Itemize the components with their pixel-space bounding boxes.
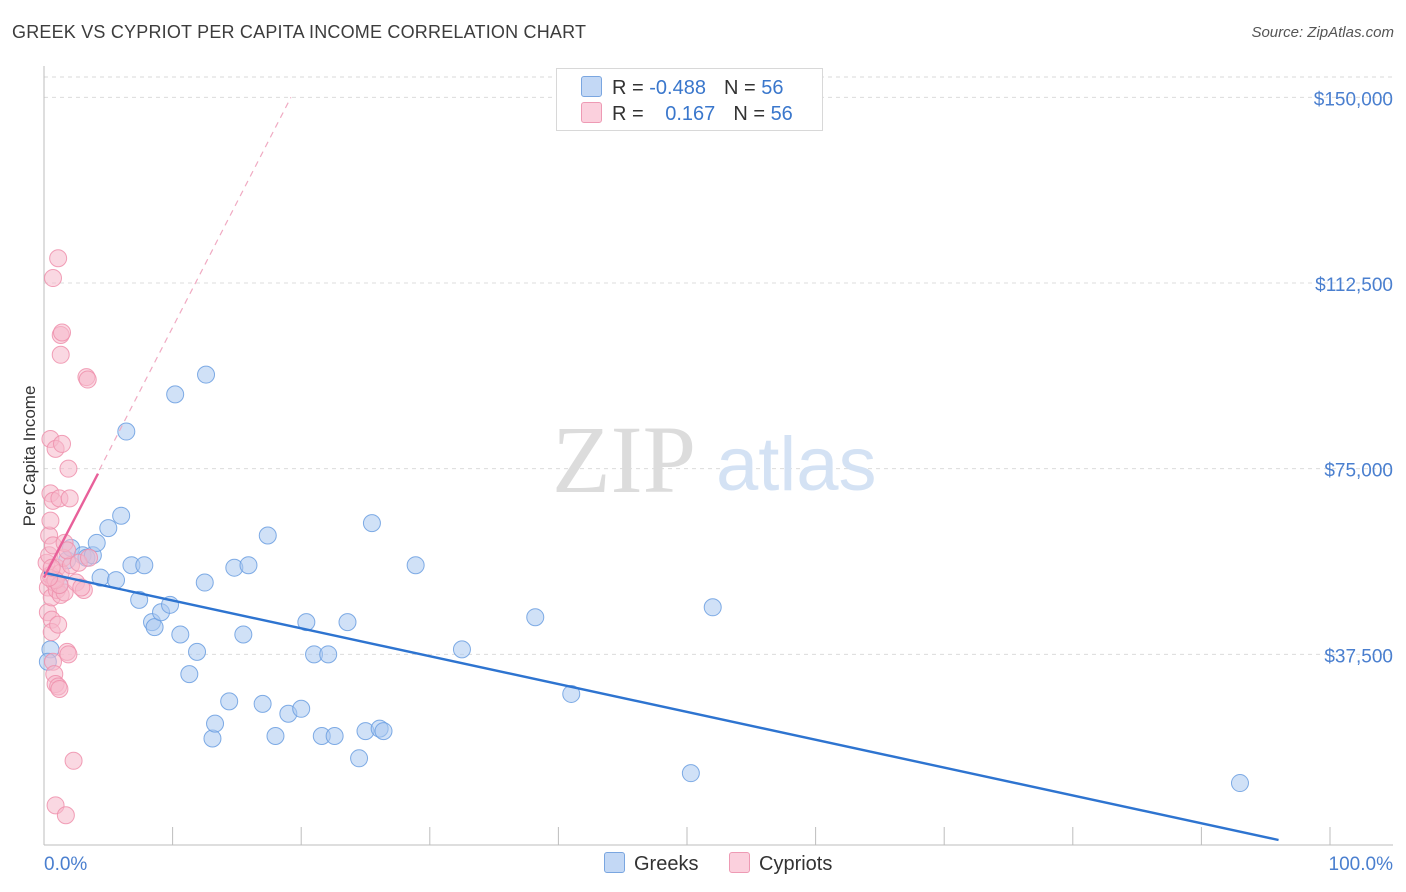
y-tick-label: $112,500 bbox=[1315, 275, 1393, 296]
legend-row-cypriots: R = 0.167 N = 56 bbox=[581, 102, 793, 126]
bottom-legend-greeks: Greeks bbox=[604, 852, 698, 876]
watermark: ZIP atlas bbox=[552, 406, 877, 513]
data-point-greeks bbox=[350, 749, 369, 768]
data-point-greeks bbox=[180, 665, 199, 684]
data-point-greeks bbox=[112, 506, 131, 525]
data-point-greeks bbox=[319, 645, 338, 664]
data-point-cypriots bbox=[50, 679, 69, 698]
legend-swatch-cypriots bbox=[581, 102, 602, 123]
data-point-greeks bbox=[406, 556, 425, 575]
trend-line-greeks bbox=[43, 571, 1279, 842]
data-point-greeks bbox=[562, 684, 581, 703]
data-point-greeks bbox=[188, 642, 207, 661]
data-point-cypriots bbox=[64, 751, 83, 770]
legend-swatch-greeks bbox=[581, 76, 602, 97]
data-point-greeks bbox=[362, 514, 381, 533]
bottom-legend-label: Greeks bbox=[634, 853, 699, 875]
x-tick-label: 0.0% bbox=[44, 854, 87, 875]
data-point-cypriots bbox=[60, 489, 79, 508]
legend-r-label: R = bbox=[612, 103, 650, 125]
data-point-greeks bbox=[197, 365, 216, 384]
chart-title: GREEK VS CYPRIOT PER CAPITA INCOME CORRE… bbox=[12, 22, 587, 42]
correlation-legend: R = -0.488 N = 56 R = 0.167 N = 56 bbox=[556, 68, 823, 131]
data-point-greeks bbox=[135, 556, 154, 575]
data-point-cypriots bbox=[49, 615, 68, 634]
data-point-cypriots bbox=[53, 434, 72, 453]
y-tick-label: $75,000 bbox=[1324, 461, 1393, 482]
legend-row-greeks: R = -0.488 N = 56 bbox=[581, 76, 783, 100]
data-point-greeks bbox=[99, 519, 118, 538]
bottom-legend-swatch-cypriots bbox=[729, 852, 750, 873]
data-point-greeks bbox=[195, 573, 214, 592]
source-label: Source: ZipAtlas.com bbox=[1251, 24, 1394, 41]
data-point-greeks bbox=[325, 727, 344, 746]
axis-layer: $37,500 $75,000 $112,500 $150,000 0.0% 100.0% bbox=[43, 66, 1394, 875]
data-point-greeks bbox=[266, 727, 285, 746]
legend-n-label: N = bbox=[733, 103, 771, 125]
data-point-greeks bbox=[166, 385, 185, 404]
data-point-greeks bbox=[171, 625, 190, 644]
x-tick-label: 100.0% bbox=[1329, 854, 1394, 875]
watermark-zip: ZIP bbox=[552, 406, 696, 513]
y-tick-label: $37,500 bbox=[1324, 646, 1393, 667]
legend-n-value: 56 bbox=[761, 77, 784, 99]
data-point-greeks bbox=[526, 608, 545, 627]
data-point-greeks bbox=[145, 618, 164, 637]
data-point-cypriots bbox=[44, 269, 63, 288]
legend-r-label: R = bbox=[612, 77, 650, 99]
data-point-greeks bbox=[292, 699, 311, 718]
legend-r-value: -0.488 bbox=[649, 77, 706, 99]
points-layer bbox=[37, 249, 1249, 825]
data-point-cypriots bbox=[51, 345, 70, 364]
y-axis-label: Per Capita Income bbox=[20, 386, 39, 527]
data-point-greeks bbox=[87, 533, 106, 552]
data-point-cypriots bbox=[53, 323, 72, 342]
data-point-greeks bbox=[130, 590, 149, 609]
data-point-cypriots bbox=[56, 806, 75, 825]
data-point-greeks bbox=[117, 422, 136, 441]
data-point-cypriots bbox=[49, 249, 68, 268]
data-point-cypriots bbox=[59, 645, 78, 664]
trend-layer bbox=[42, 97, 1279, 842]
legend-n-value: 56 bbox=[770, 103, 793, 125]
data-point-cypriots bbox=[41, 511, 60, 530]
bottom-legend-swatch-greeks bbox=[604, 852, 625, 873]
data-point-greeks bbox=[681, 764, 700, 783]
data-point-greeks bbox=[1230, 774, 1249, 793]
data-point-greeks bbox=[374, 722, 393, 741]
data-point-cypriots bbox=[78, 370, 97, 389]
bottom-legend-label: Cypriots bbox=[759, 853, 833, 875]
data-point-cypriots bbox=[80, 548, 99, 567]
data-point-cypriots bbox=[59, 459, 78, 478]
y-tick-label: $150,000 bbox=[1314, 89, 1393, 110]
data-point-greeks bbox=[203, 729, 222, 748]
legend-n-label: N = bbox=[723, 77, 762, 99]
data-point-greeks bbox=[258, 526, 277, 545]
trend-line-cypriots bbox=[42, 473, 100, 579]
watermark-atlas: atlas bbox=[716, 422, 877, 507]
data-point-greeks bbox=[239, 556, 258, 575]
data-point-greeks bbox=[338, 613, 357, 632]
data-point-greeks bbox=[452, 640, 471, 659]
data-point-cypriots bbox=[72, 578, 91, 597]
bottom-legend-cypriots: Cypriots bbox=[729, 852, 832, 876]
data-point-greeks bbox=[206, 714, 225, 733]
legend-r-value: 0.167 bbox=[665, 103, 716, 125]
data-point-greeks bbox=[234, 625, 253, 644]
data-point-greeks bbox=[253, 694, 272, 713]
data-point-greeks bbox=[220, 692, 239, 711]
data-point-greeks bbox=[703, 598, 722, 617]
